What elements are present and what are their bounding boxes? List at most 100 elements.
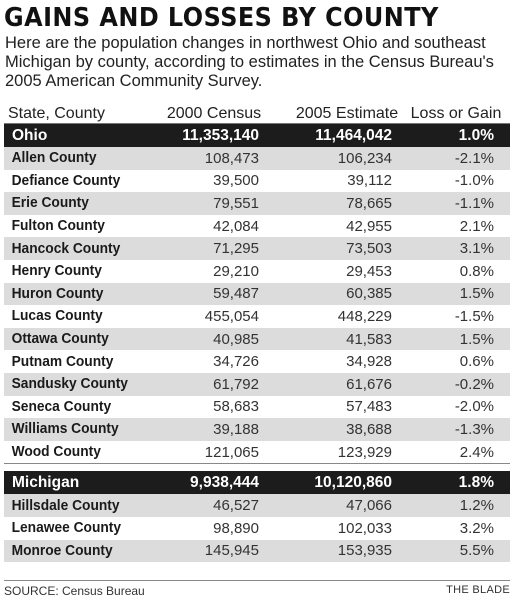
estimate-2005: 39,112: [347, 172, 392, 190]
estimate-2005: 102,033: [337, 519, 392, 537]
loss-or-gain: -0.2%: [454, 375, 494, 393]
section-divider: [4, 463, 510, 471]
publisher-credit: THE BLADE: [446, 584, 510, 596]
table-header: State, County 2000 Census 2005 Estimate …: [4, 98, 510, 124]
county-name: Ottawa County: [11, 331, 109, 348]
header-loss-or-gain: Loss or Gain: [410, 105, 502, 122]
loss-or-gain: 0.8%: [459, 262, 494, 280]
county-name: Monroe County: [11, 542, 113, 559]
table-row: Lucas County 455,054 448,229 -1.5%: [4, 305, 510, 328]
table-row: Hancock County 71,295 73,503 3.1%: [4, 237, 510, 260]
footer: SOURCE: Census Bureau THE BLADE: [4, 580, 510, 598]
county-name: Williams County: [11, 421, 119, 438]
table-row: Seneca County 58,683 57,483 -2.0%: [4, 395, 510, 419]
table-row: Huron County 59,487 60,385 1.5%: [4, 282, 510, 306]
census-2000: 39,500: [213, 172, 259, 190]
county-name: Fulton County: [11, 218, 105, 235]
loss-or-gain: 0.6%: [459, 353, 494, 371]
loss-or-gain: 5.5%: [459, 542, 494, 560]
county-name: Allen County: [11, 150, 97, 167]
michigan-section: Michigan 9,938,444 10,120,860 1.8% Hillsdale…: [4, 471, 510, 563]
county-name: Seneca County: [11, 398, 112, 415]
table-row: Wood County 121,065 123,929 2.4%: [4, 440, 510, 464]
county-name: Sandusky County: [11, 376, 128, 393]
table-row: Erie County 79,551 78,665 -1.1%: [4, 192, 510, 215]
estimate-2005: 78,665: [346, 194, 392, 212]
loss-or-gain: -1.3%: [454, 420, 494, 438]
census-2000: 46,527: [213, 497, 259, 515]
county-name: Huron County: [11, 285, 104, 302]
census-2000: 34,726: [213, 353, 259, 371]
state-estimate-2005: 10,120,860: [314, 473, 392, 491]
estimate-2005: 153,935: [337, 542, 392, 560]
table-row: Hillsdale County 46,527 47,066 1.2%: [4, 494, 510, 517]
table-row: Monroe County 145,945 153,935 5.5%: [4, 539, 510, 563]
census-2000: 58,683: [213, 398, 259, 416]
ohio-section: Ohio 11,353,140 11,464,042 1.0% Allen County…: [4, 124, 510, 464]
census-2000: 61,792: [213, 375, 259, 393]
county-name: Erie County: [11, 195, 89, 212]
county-name: Lucas County: [11, 308, 103, 325]
census-2000: 108,473: [204, 149, 259, 167]
table-row: Henry County 29,210 29,453 0.8%: [4, 259, 510, 283]
county-name: Hancock County: [11, 240, 121, 257]
table-row: Putnam County 34,726 34,928 0.6%: [4, 350, 510, 373]
census-2000: 455,054: [204, 307, 259, 325]
estimate-2005: 41,583: [346, 330, 392, 348]
state-census-2000: 11,353,140: [182, 126, 259, 144]
estimate-2005: 47,066: [346, 497, 392, 515]
census-2000: 42,084: [213, 217, 259, 235]
loss-or-gain: -1.5%: [454, 307, 494, 325]
state-estimate-2005: 11,464,042: [315, 126, 392, 144]
state-name: Ohio: [12, 126, 48, 144]
table-row: Ottawa County 40,985 41,583 1.5%: [4, 327, 510, 351]
table-row: Allen County 108,473 106,234 -2.1%: [4, 147, 510, 170]
page-title: GAINS AND LOSSES BY COUNTY: [4, 3, 439, 33]
census-2000: 39,188: [213, 420, 259, 438]
census-2000: 98,890: [213, 519, 259, 537]
census-2000: 121,065: [204, 443, 259, 461]
estimate-2005: 42,955: [346, 217, 392, 235]
county-name: Henry County: [11, 263, 102, 280]
loss-or-gain: 2.1%: [459, 217, 494, 235]
estimate-2005: 29,453: [346, 262, 392, 280]
census-2000: 40,985: [213, 330, 259, 348]
loss-or-gain: 3.2%: [459, 519, 494, 537]
county-name: Wood County: [11, 444, 101, 461]
table-row: Lenawee County 98,890 102,033 3.2%: [4, 516, 510, 540]
estimate-2005: 73,503: [346, 240, 392, 258]
table-row: Fulton County 42,084 42,955 2.1%: [4, 214, 510, 238]
estimate-2005: 34,928: [346, 353, 392, 371]
state-row: Ohio 11,353,140 11,464,042 1.0%: [4, 124, 510, 147]
intro-text: Here are the population changes in north…: [5, 34, 494, 90]
census-2000: 79,551: [213, 194, 259, 212]
loss-or-gain: 3.1%: [459, 240, 494, 258]
state-row: Michigan 9,938,444 10,120,860 1.8%: [4, 471, 510, 495]
county-name: Hillsdale County: [11, 497, 120, 514]
loss-or-gain: 1.2%: [459, 497, 494, 515]
header-2005-estimate: 2005 Estimate: [295, 105, 399, 122]
census-2000: 71,295: [213, 240, 259, 258]
state-census-2000: 9,938,444: [190, 473, 259, 491]
loss-or-gain: -1.1%: [454, 194, 494, 212]
loss-or-gain: 2.4%: [459, 443, 494, 461]
loss-or-gain: -1.0%: [454, 172, 494, 190]
estimate-2005: 123,929: [337, 443, 392, 461]
loss-or-gain: -2.0%: [454, 398, 494, 416]
estimate-2005: 60,385: [346, 285, 392, 303]
table-row: Sandusky County 61,792 61,676 -0.2%: [4, 372, 510, 396]
loss-or-gain: -2.1%: [454, 149, 494, 167]
estimate-2005: 57,483: [346, 398, 392, 416]
county-name: Putnam County: [11, 353, 114, 370]
census-2000: 59,487: [213, 285, 259, 303]
state-change: 1.0%: [458, 126, 494, 144]
census-2000: 29,210: [213, 262, 259, 280]
source-note: SOURCE: Census Bureau: [4, 584, 145, 598]
header-2000-census: 2000 Census: [166, 105, 262, 122]
county-name: Lenawee County: [11, 520, 122, 537]
table-row: Williams County 39,188 38,688 -1.3%: [4, 418, 510, 441]
county-name: Defiance County: [11, 172, 121, 189]
census-2000: 145,945: [204, 542, 259, 560]
loss-or-gain: 1.5%: [459, 285, 494, 303]
